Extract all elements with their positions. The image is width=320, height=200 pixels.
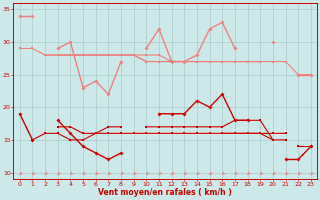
X-axis label: Vent moyen/en rafales ( km/h ): Vent moyen/en rafales ( km/h ) [99,188,232,197]
